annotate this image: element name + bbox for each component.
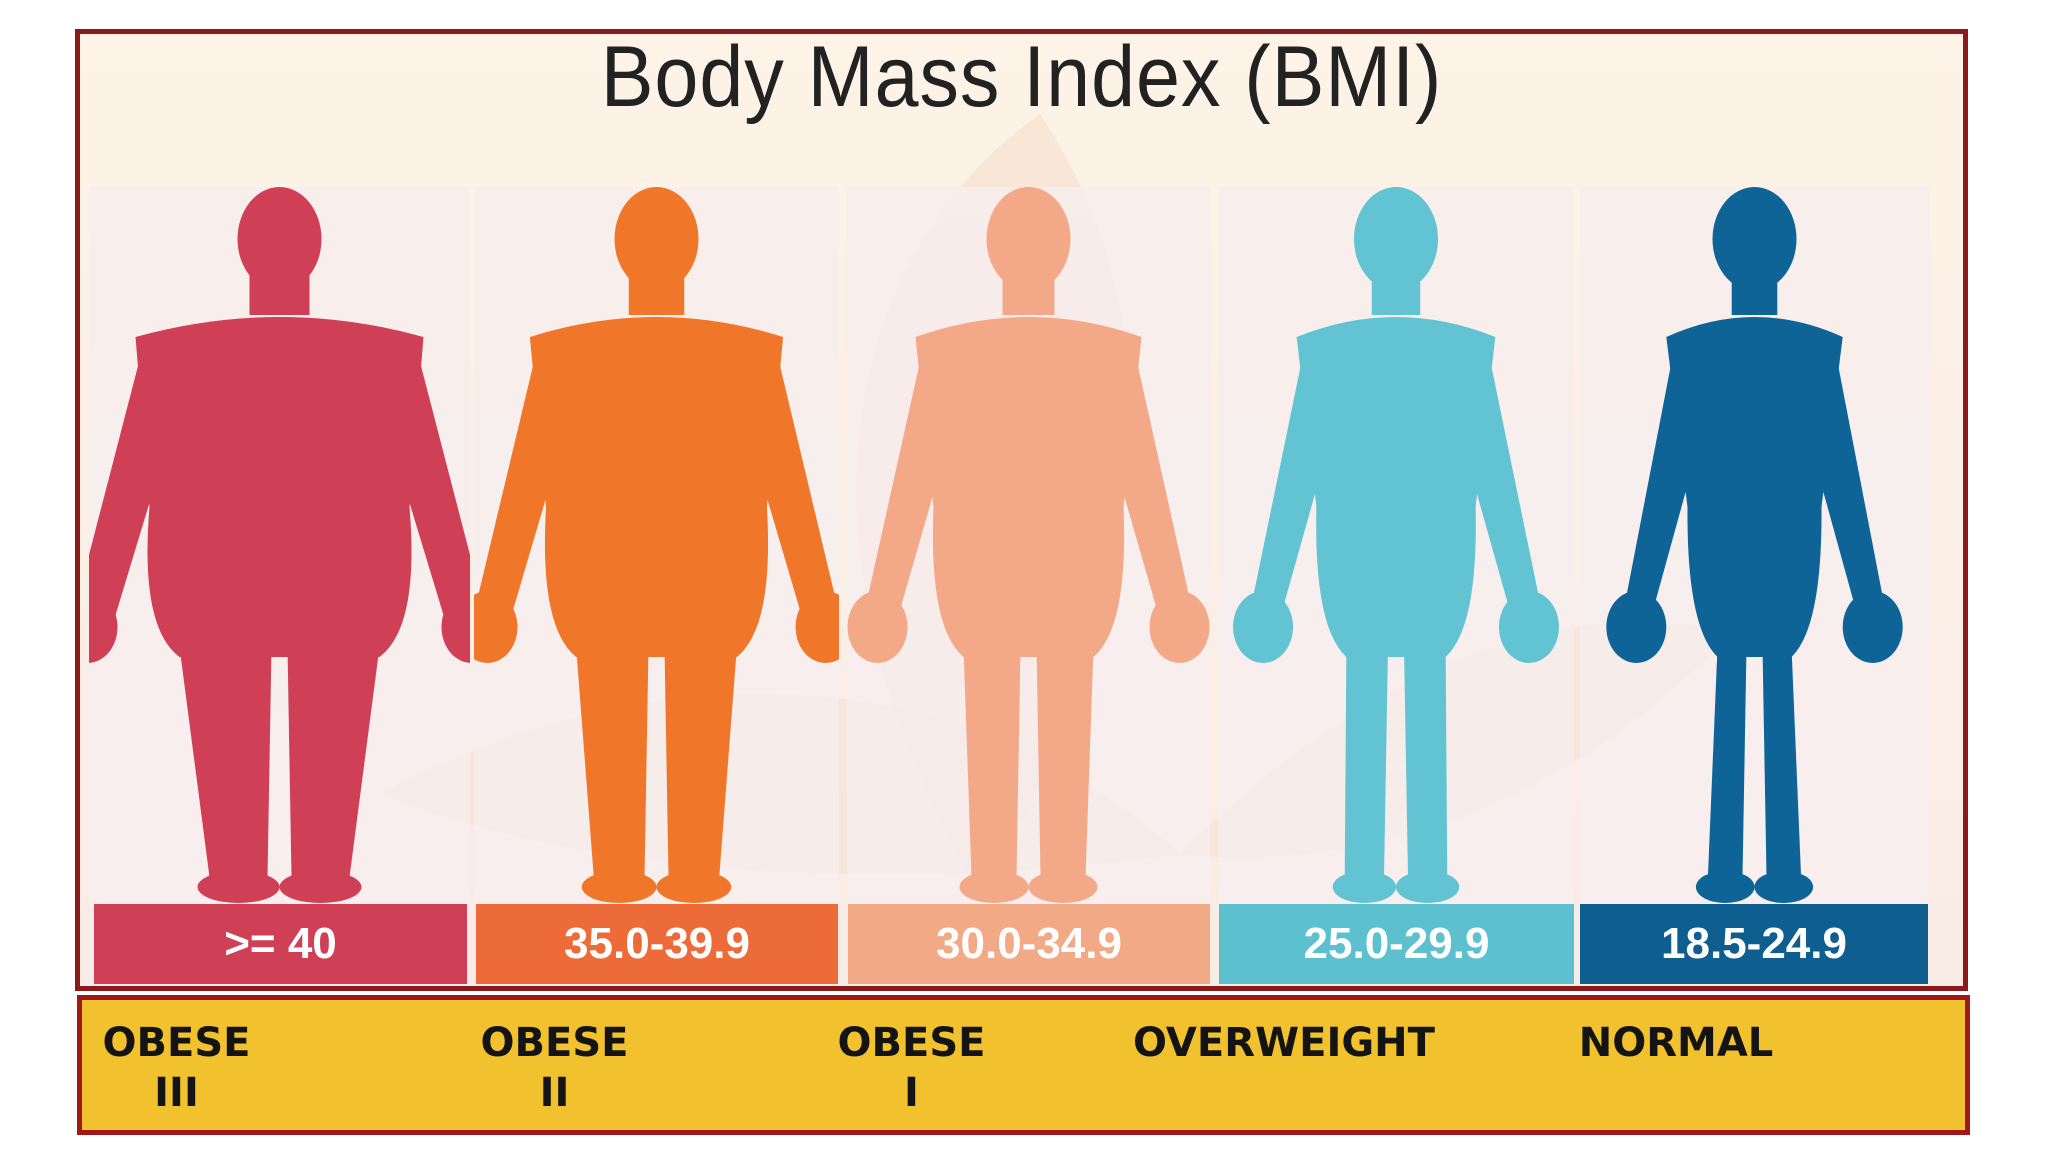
obese-ii-figure-icon	[474, 187, 839, 903]
bmi-chart-frame: Body Mass Index (BMI) >= 40 35.0-39.9 30…	[75, 29, 1968, 991]
chart-title: Body Mass Index (BMI)	[600, 29, 1443, 125]
label-obese-ii: OBESE II	[472, 1018, 637, 1118]
label-obese-iii-line2: III	[154, 1070, 199, 1116]
label-obese-i: OBESE I	[829, 1018, 994, 1118]
panel-obese-ii	[474, 187, 839, 909]
label-obese-i-line1: OBESE	[837, 1020, 986, 1066]
label-normal-line1: NORMAL	[1578, 1020, 1774, 1066]
label-overweight-line1: OVERWEIGHT	[1133, 1020, 1435, 1066]
range-overweight: 25.0-29.9	[1219, 904, 1574, 984]
panel-obese-i	[847, 187, 1210, 909]
range-obese-ii: 35.0-39.9	[476, 904, 838, 984]
panel-overweight	[1218, 187, 1574, 909]
label-obese-ii-line2: II	[539, 1070, 570, 1116]
obese-iii-figure-icon	[89, 187, 470, 903]
label-obese-ii-line1: OBESE	[480, 1020, 629, 1066]
range-normal: 18.5-24.9	[1580, 904, 1928, 984]
category-label-bar: OBESE III OBESE II OBESE I OVERWEIGHT NO…	[77, 995, 1970, 1135]
panel-obese-iii	[89, 187, 470, 909]
panel-normal	[1580, 187, 1929, 909]
overweight-figure-icon	[1233, 187, 1559, 903]
normal-figure-icon	[1606, 187, 1903, 903]
range-obese-iii: >= 40	[94, 904, 467, 984]
obese-i-figure-icon	[847, 187, 1210, 903]
label-obese-iii: OBESE III	[94, 1018, 259, 1118]
range-obese-i: 30.0-34.9	[848, 904, 1210, 984]
label-obese-i-line2: I	[904, 1070, 919, 1116]
label-obese-iii-line1: OBESE	[102, 1020, 251, 1066]
label-normal: NORMAL	[1576, 1018, 1776, 1068]
label-overweight: OVERWEIGHT	[1133, 1018, 1435, 1068]
